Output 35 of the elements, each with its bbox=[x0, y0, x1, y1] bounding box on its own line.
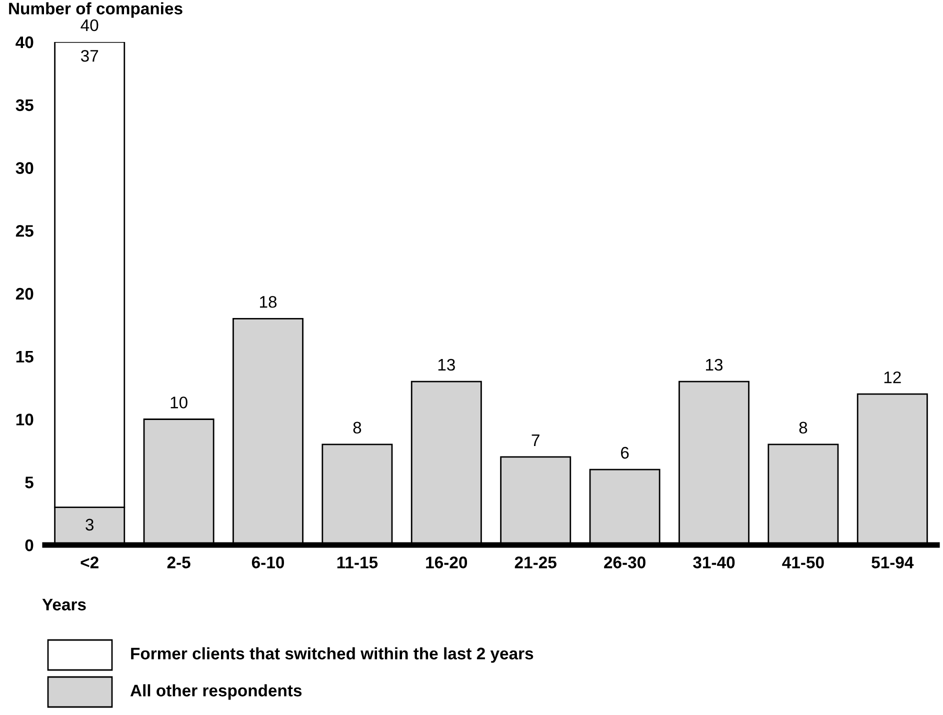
y-tick-label: 0 bbox=[25, 539, 34, 552]
x-tick-label: <2 bbox=[80, 556, 98, 568]
y-tick-label: 35 bbox=[16, 99, 34, 112]
x-tick-label: 51-94 bbox=[872, 556, 914, 568]
y-tick-label: 10 bbox=[16, 414, 34, 426]
x-tick-label: 31-40 bbox=[693, 556, 735, 568]
x-tick-label: 11-15 bbox=[337, 556, 378, 568]
x-tick-label: 2-5 bbox=[167, 556, 190, 568]
y-tick-label: 15 bbox=[16, 350, 34, 363]
x-tick-label: 21-25 bbox=[514, 556, 556, 568]
y-tick-label: 25 bbox=[16, 225, 34, 237]
total-label: 7 bbox=[532, 434, 540, 446]
x-tick-label: 16-20 bbox=[426, 556, 468, 568]
legend-label: Former clients that switched within the last 2 years bbox=[131, 647, 534, 663]
y-axis-title: Number of companies bbox=[9, 2, 182, 18]
y-tick-label: 30 bbox=[16, 162, 34, 174]
data-label: 37 bbox=[80, 50, 98, 62]
total-label: 12 bbox=[884, 371, 901, 384]
total-label: 13 bbox=[438, 358, 455, 371]
x-axis-title: Years bbox=[42, 598, 86, 610]
x-tick-label: 6-10 bbox=[252, 556, 284, 568]
total-label: 10 bbox=[170, 396, 188, 408]
data-label: 3 bbox=[86, 518, 94, 531]
x-tick-label: 41-50 bbox=[782, 556, 824, 568]
y-tick-label: 40 bbox=[16, 36, 34, 48]
total-label: 8 bbox=[353, 422, 362, 434]
legend-label: All other respondents bbox=[130, 684, 302, 700]
total-label: 40 bbox=[80, 19, 98, 32]
total-label: 13 bbox=[706, 358, 723, 371]
x-tick-label: 26-30 bbox=[604, 556, 646, 568]
total-label: 6 bbox=[621, 446, 629, 459]
y-tick-label: 20 bbox=[16, 288, 34, 300]
y-tick-label: 5 bbox=[25, 476, 34, 488]
total-label: 18 bbox=[260, 296, 277, 308]
total-label: 8 bbox=[799, 422, 808, 434]
